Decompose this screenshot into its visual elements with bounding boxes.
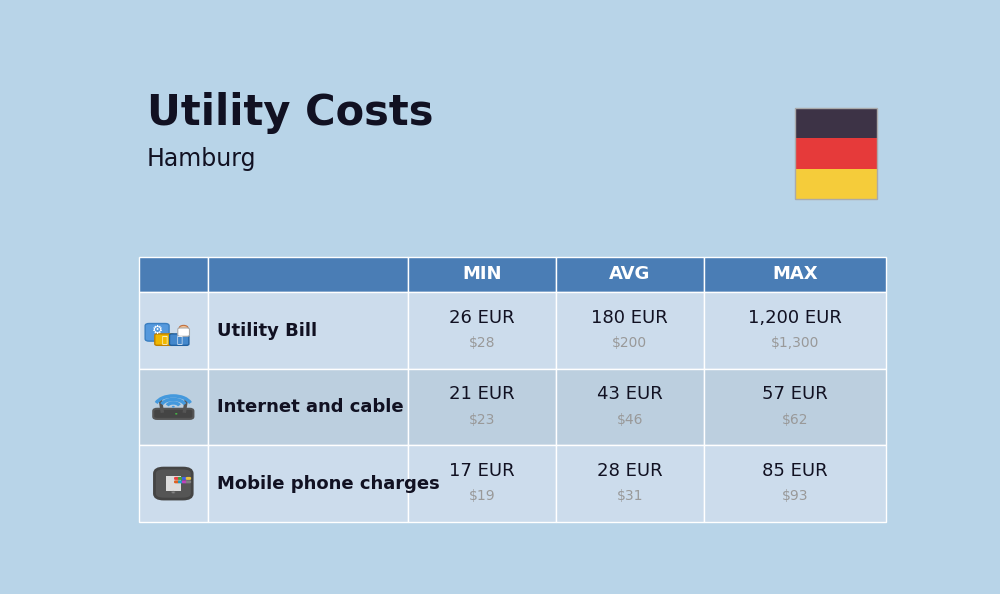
FancyBboxPatch shape [153,409,193,419]
Text: Utility Bill: Utility Bill [217,321,317,340]
Text: $46: $46 [617,413,643,427]
FancyBboxPatch shape [795,108,877,138]
Text: 26 EUR: 26 EUR [449,309,515,327]
Text: ⚙: ⚙ [151,324,163,337]
Text: MIN: MIN [462,266,502,283]
Text: $19: $19 [469,489,495,503]
Text: 21 EUR: 21 EUR [449,386,515,403]
Text: 57 EUR: 57 EUR [762,386,828,403]
Text: Utility Costs: Utility Costs [147,92,433,134]
Text: Hamburg: Hamburg [147,147,256,170]
FancyBboxPatch shape [145,324,169,341]
FancyBboxPatch shape [556,369,704,446]
FancyBboxPatch shape [186,477,191,480]
Text: $1,300: $1,300 [771,336,819,350]
FancyBboxPatch shape [139,446,208,522]
Text: $23: $23 [469,413,495,427]
Text: $62: $62 [782,413,808,427]
Text: 17 EUR: 17 EUR [449,462,515,480]
Text: Mobile phone charges: Mobile phone charges [217,475,440,492]
FancyBboxPatch shape [704,369,886,446]
Text: AVG: AVG [609,266,650,283]
FancyBboxPatch shape [704,257,886,292]
FancyBboxPatch shape [208,369,408,446]
FancyBboxPatch shape [154,468,192,499]
FancyBboxPatch shape [139,257,208,292]
Circle shape [172,406,175,407]
FancyBboxPatch shape [170,334,189,345]
FancyBboxPatch shape [166,476,181,491]
FancyBboxPatch shape [556,292,704,369]
FancyBboxPatch shape [155,334,174,345]
Text: 28 EUR: 28 EUR [597,462,663,480]
FancyBboxPatch shape [182,477,187,480]
FancyBboxPatch shape [795,138,877,169]
Text: 180 EUR: 180 EUR [591,309,668,327]
FancyBboxPatch shape [408,446,556,522]
FancyBboxPatch shape [704,292,886,369]
Text: 85 EUR: 85 EUR [762,462,828,480]
Circle shape [175,413,177,415]
Text: 1,200 EUR: 1,200 EUR [748,309,842,327]
FancyBboxPatch shape [139,369,208,446]
FancyBboxPatch shape [208,292,408,369]
FancyBboxPatch shape [139,292,208,369]
FancyBboxPatch shape [556,446,704,522]
Text: 🔌: 🔌 [162,334,167,345]
Text: 💧: 💧 [176,334,182,345]
Text: $31: $31 [617,489,643,503]
FancyBboxPatch shape [178,328,189,336]
FancyBboxPatch shape [408,292,556,369]
Text: $93: $93 [782,489,808,503]
Circle shape [172,491,175,494]
FancyBboxPatch shape [178,481,183,484]
FancyBboxPatch shape [556,257,704,292]
Circle shape [179,326,188,331]
FancyBboxPatch shape [182,481,187,484]
Text: 43 EUR: 43 EUR [597,386,663,403]
FancyBboxPatch shape [408,369,556,446]
FancyBboxPatch shape [408,257,556,292]
Text: MAX: MAX [772,266,818,283]
FancyBboxPatch shape [174,477,179,480]
Text: Internet and cable: Internet and cable [217,398,404,416]
FancyBboxPatch shape [704,446,886,522]
Text: $200: $200 [612,336,647,350]
FancyBboxPatch shape [208,257,408,292]
Text: $28: $28 [469,336,495,350]
FancyBboxPatch shape [208,446,408,522]
FancyBboxPatch shape [178,477,183,480]
FancyBboxPatch shape [186,481,191,484]
FancyBboxPatch shape [174,481,179,484]
FancyBboxPatch shape [795,169,877,200]
